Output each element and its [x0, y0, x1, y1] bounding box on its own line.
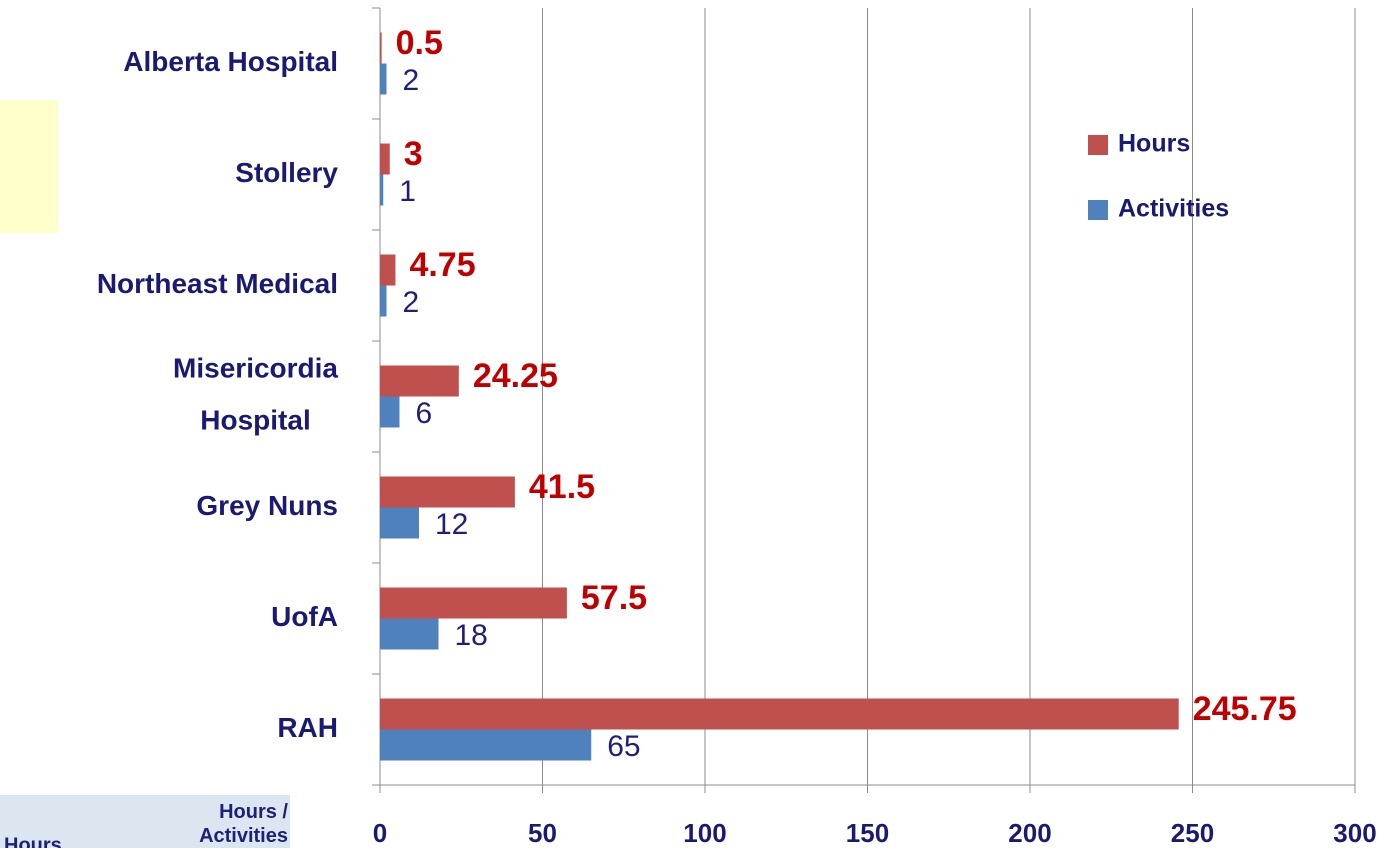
bar	[380, 365, 459, 397]
category-label-line: Misericordia	[173, 353, 338, 384]
bar	[380, 507, 419, 539]
category-label: UofA	[271, 601, 338, 632]
bar	[380, 174, 384, 206]
category-label: Stollery	[235, 157, 338, 188]
category-label-line: Hospital	[200, 405, 310, 436]
bar	[380, 729, 592, 761]
value-label: 24.25	[473, 357, 558, 395]
corner-cell	[0, 795, 290, 848]
value-label: 57.5	[581, 579, 647, 617]
category-label: Alberta Hospital	[123, 46, 338, 77]
bar	[380, 396, 400, 428]
x-tick-label: 100	[683, 818, 726, 848]
legend-label: Activities	[1118, 195, 1229, 223]
corner-text: Hours	[4, 834, 62, 848]
bar	[380, 254, 396, 286]
category-label: Grey Nuns	[196, 490, 338, 521]
value-label: 41.5	[529, 468, 595, 506]
x-tick-label: 50	[528, 818, 557, 848]
value-label: 4.75	[409, 246, 475, 284]
value-label: 2	[403, 286, 420, 319]
value-label: 6	[416, 397, 433, 430]
bar	[380, 63, 387, 95]
bar	[380, 32, 382, 64]
value-label: 3	[404, 135, 423, 173]
corner-text-box: Hours / Activities	[199, 801, 288, 847]
category-label: RAH	[277, 712, 338, 743]
value-label: 65	[607, 730, 640, 763]
x-tick-label: 200	[1008, 818, 1051, 848]
corner-text: Hours / Activities	[199, 801, 288, 847]
bar	[380, 143, 390, 175]
value-label: 245.75	[1193, 690, 1297, 728]
legend-swatch	[1088, 135, 1108, 155]
value-label: 12	[435, 508, 468, 541]
legend-swatch	[1088, 200, 1108, 220]
x-tick-label: 250	[1171, 818, 1214, 848]
x-tick-label: 300	[1333, 818, 1376, 848]
bar	[380, 587, 567, 619]
value-label: 1	[399, 175, 416, 208]
category-label: Northeast Medical	[97, 268, 338, 299]
highlight-box	[0, 100, 58, 233]
value-label: 2	[403, 64, 420, 97]
bar	[380, 476, 515, 508]
bar	[380, 698, 1179, 730]
value-label: 0.5	[396, 24, 443, 62]
category-label: Misericordia Hospital	[173, 353, 338, 436]
bar	[380, 285, 387, 317]
value-label: 18	[455, 619, 488, 652]
bar	[380, 618, 439, 650]
x-tick-label: 150	[846, 818, 889, 848]
legend-label: Hours	[1118, 130, 1190, 158]
x-tick-label: 0	[373, 818, 387, 848]
